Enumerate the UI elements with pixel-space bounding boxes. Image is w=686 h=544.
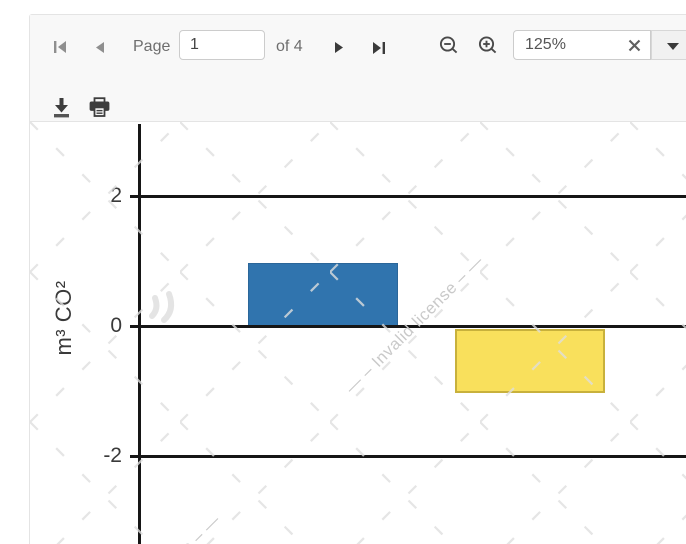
gridline-0 <box>130 325 686 328</box>
download-icon <box>50 98 73 121</box>
zoom-dropdown-button[interactable] <box>651 30 686 60</box>
first-page-button[interactable] <box>53 41 67 53</box>
y-tick-label-0: 0 <box>110 314 122 337</box>
zoom-out-icon <box>438 36 460 60</box>
y-tick-label-2: 2 <box>110 184 122 207</box>
zoom-out-button[interactable] <box>438 35 460 57</box>
bar-positive-blue <box>248 263 398 327</box>
gridline-2 <box>130 195 686 198</box>
chevron-down-icon <box>667 43 679 50</box>
next-page-icon <box>334 41 345 56</box>
y-tick-label-neg2: -2 <box>103 444 122 467</box>
next-page-button[interactable] <box>334 42 345 53</box>
zoom-clear-button[interactable] <box>627 38 642 53</box>
previous-page-button[interactable] <box>94 42 105 53</box>
page-label: Page <box>133 38 171 55</box>
last-page-button[interactable] <box>372 42 386 54</box>
viewer-toolbar: Page of 4 <box>30 15 686 122</box>
bar-negative-yellow <box>455 329 605 393</box>
print-icon <box>88 97 111 121</box>
previous-page-icon <box>94 41 105 56</box>
print-button[interactable] <box>88 97 111 118</box>
gridline-neg2 <box>130 455 686 458</box>
clear-icon <box>627 39 642 56</box>
zoom-in-icon <box>477 36 499 60</box>
page-total-label: of 4 <box>276 38 303 55</box>
first-page-icon <box>53 41 67 56</box>
zoom-level-combobox <box>513 30 651 60</box>
zoom-in-button[interactable] <box>477 35 499 57</box>
page-number-input[interactable] <box>179 30 265 60</box>
zoom-level-input[interactable] <box>514 31 614 59</box>
y-axis-title: m³ CO² <box>51 280 76 356</box>
y-axis-line <box>138 124 141 544</box>
last-page-icon <box>372 42 386 57</box>
download-button[interactable] <box>50 97 73 118</box>
